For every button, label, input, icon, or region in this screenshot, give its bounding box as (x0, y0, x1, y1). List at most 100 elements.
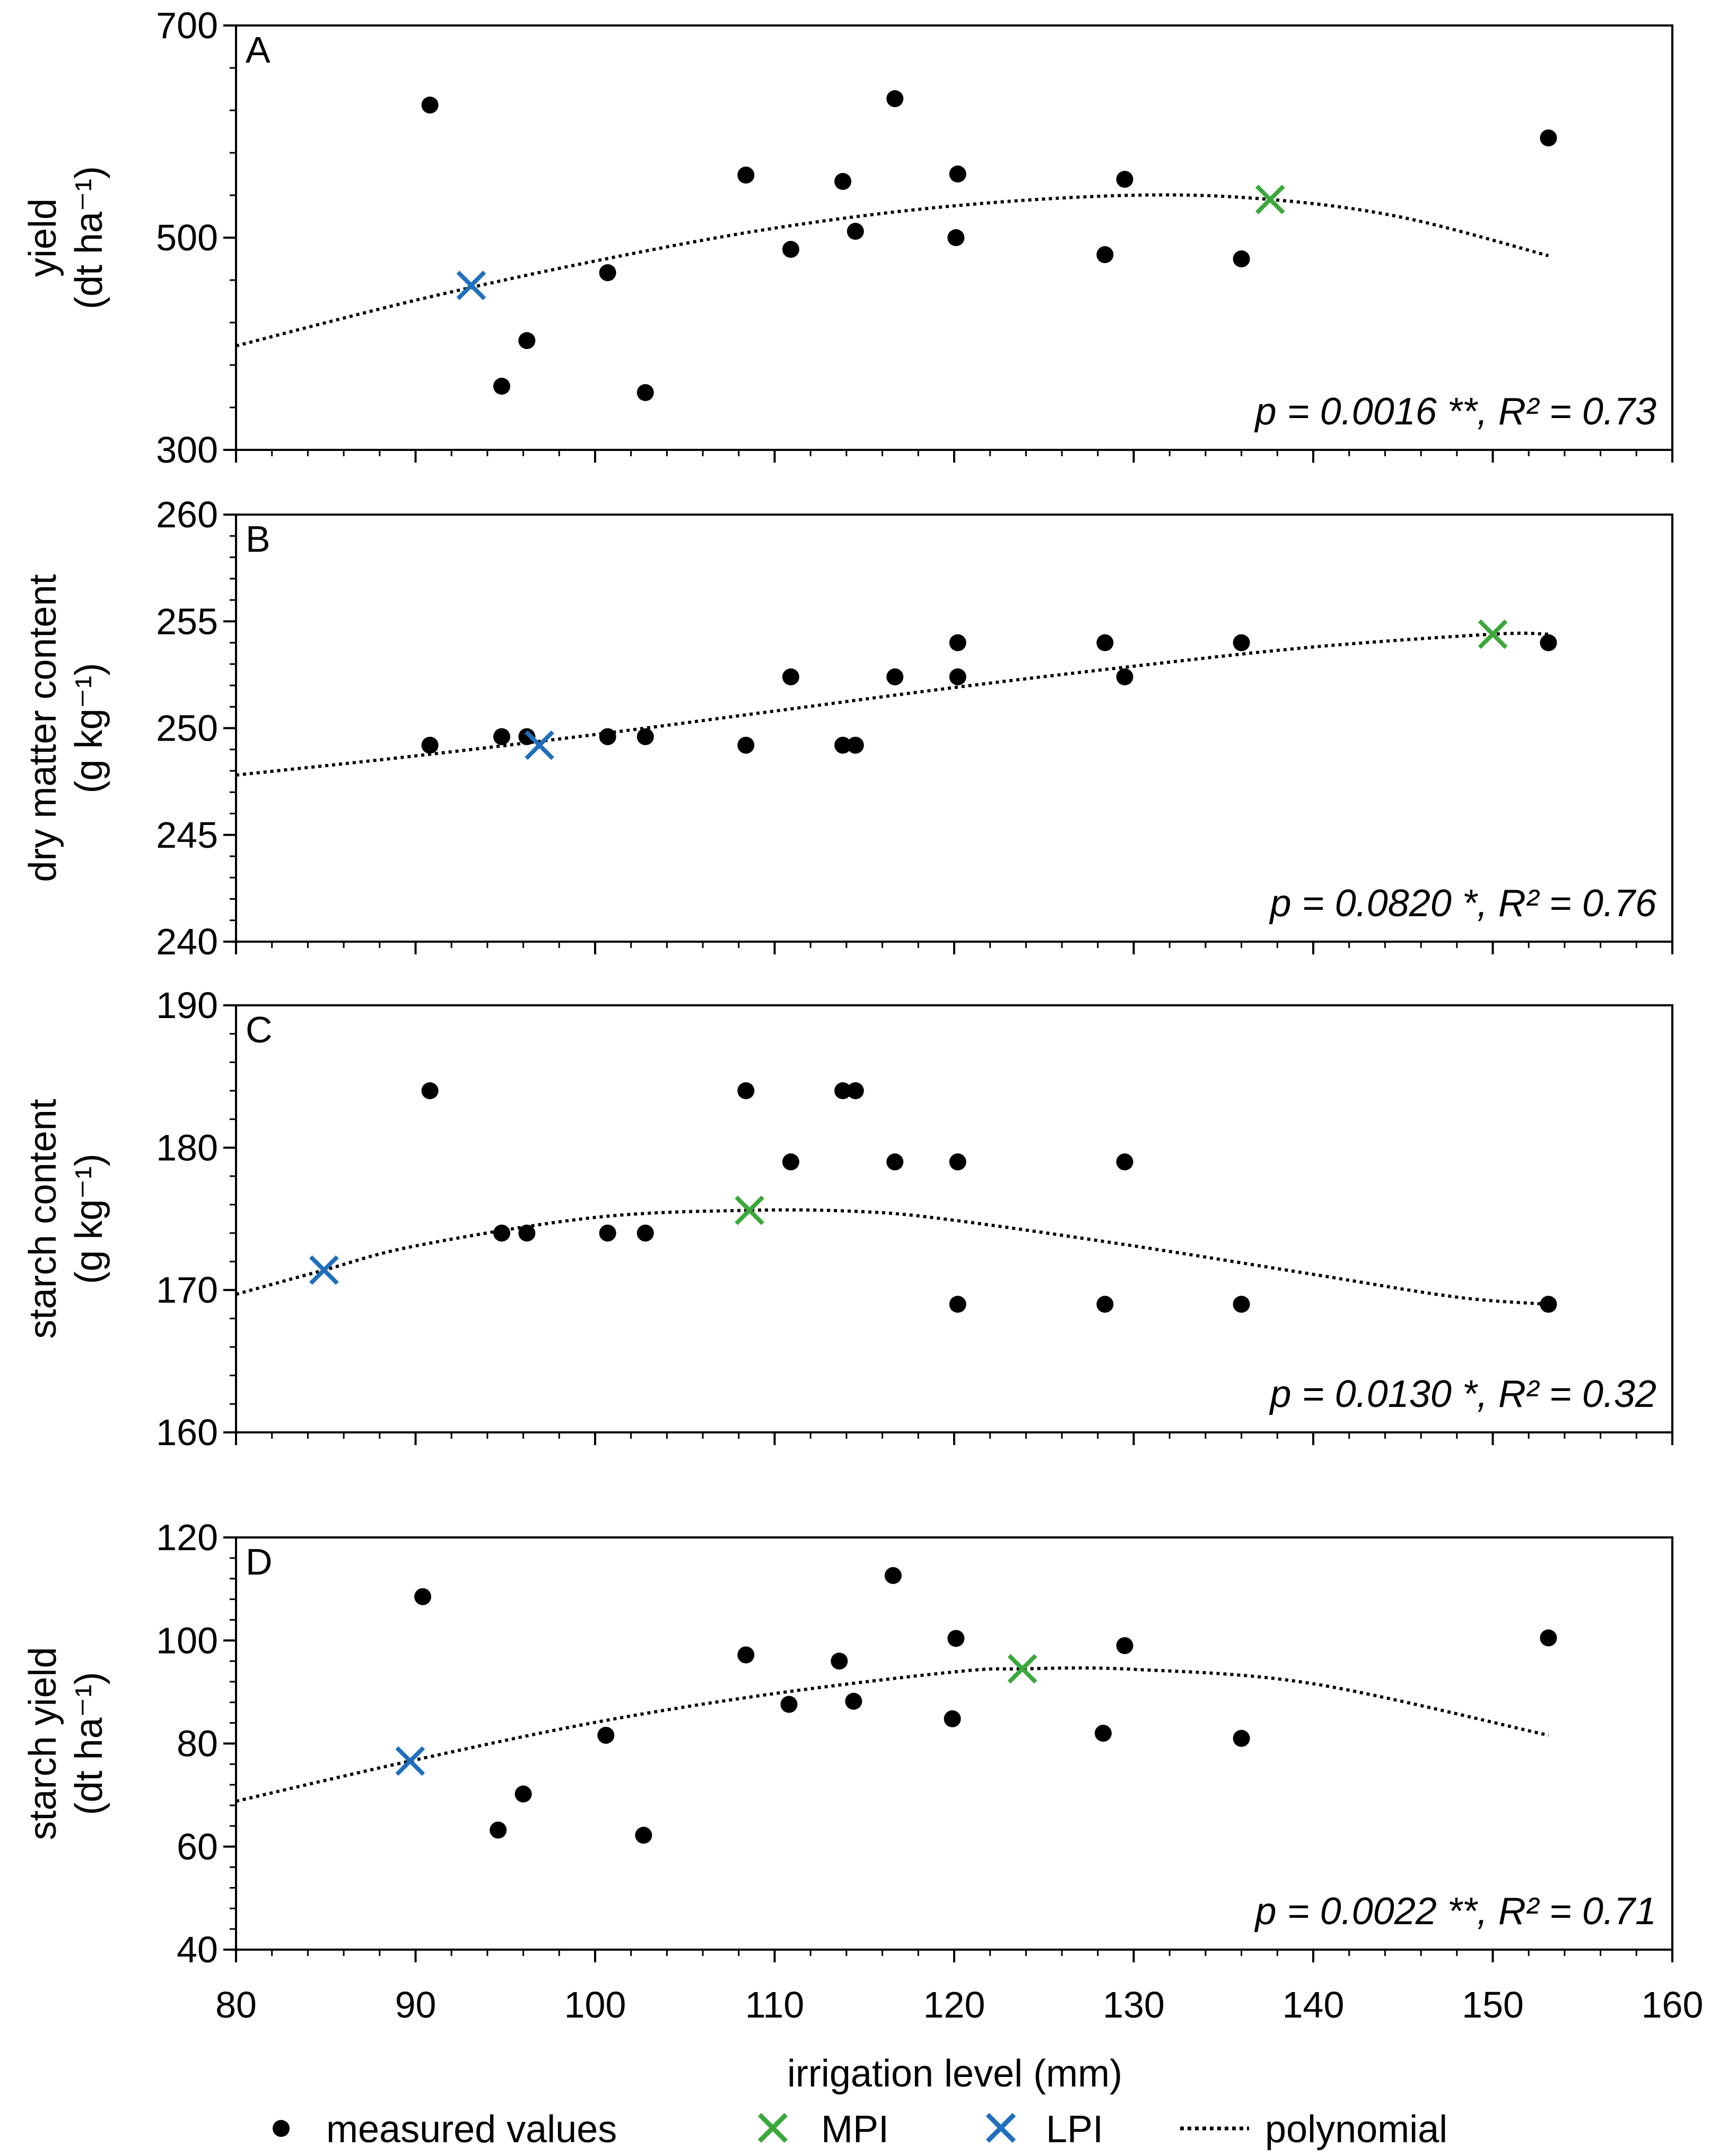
x-tick-label: 90 (395, 1984, 437, 2025)
measured-point-c (886, 1153, 904, 1171)
measured-point-c (493, 1224, 510, 1242)
y-tick-label-a: 500 (156, 217, 218, 258)
y-axis-unit-d: (dt ha⁻¹) (68, 1672, 110, 1815)
polynomial-curve-c (235, 1208, 1549, 1306)
y-tick-label-d: 60 (177, 1826, 218, 1867)
measured-point-c (1096, 1296, 1114, 1313)
measured-point-c (421, 1082, 439, 1099)
x-tick-label: 140 (1282, 1984, 1345, 2025)
panel-letter-d: D (246, 1541, 273, 1583)
lpi-marker-d-stroke-b (395, 1746, 425, 1776)
measured-point-c (834, 1082, 852, 1099)
measured-point-b (886, 668, 904, 685)
measured-point-b (782, 668, 799, 685)
measured-point-d (490, 1821, 507, 1839)
x-tick-label: 160 (1642, 1984, 1704, 2025)
lpi-marker-a (456, 271, 486, 300)
measured-point-d (944, 1710, 961, 1727)
measured-point-a (737, 167, 755, 184)
y-axis-title-a: yield (22, 198, 64, 277)
measured-point-b (847, 736, 864, 754)
y-tick-label-b: 240 (156, 921, 218, 962)
measured-point-b (1096, 634, 1114, 651)
measured-point-b (949, 634, 966, 651)
stats-label-a: p = 0.0016 **, R² = 0.73 (1254, 390, 1656, 433)
mpi-marker-d-stroke-b (1007, 1654, 1037, 1684)
measured-point-d (597, 1726, 615, 1744)
mpi-marker-a-stroke-b (1255, 185, 1285, 214)
measured-point-c (599, 1224, 616, 1242)
measured-point-a (1540, 129, 1557, 146)
panel-letter-b: B (246, 518, 270, 560)
y-tick-label-c: 160 (156, 1412, 218, 1453)
measured-point-b (1116, 668, 1133, 685)
y-tick-label-a: 300 (156, 429, 218, 471)
stats-label-d: p = 0.0022 **, R² = 0.71 (1254, 1890, 1656, 1933)
measured-point-a (518, 332, 536, 349)
measured-point-d (514, 1785, 532, 1803)
measured-point-b (1540, 634, 1557, 651)
measured-point-b (421, 736, 439, 754)
measured-point-c (518, 1224, 536, 1242)
measured-point-c (1233, 1296, 1250, 1313)
panel-letter-c: C (246, 1009, 273, 1050)
lpi-marker-b (525, 730, 554, 760)
stats-label-c: p = 0.0130 *, R² = 0.32 (1269, 1373, 1656, 1415)
lpi-marker-a-stroke-b (456, 271, 486, 300)
measured-point-c (1540, 1296, 1557, 1313)
panel-letter-a: A (246, 29, 270, 71)
measured-point-a (834, 173, 852, 190)
measured-point-b (949, 668, 966, 685)
measured-point-c (949, 1296, 966, 1313)
measured-point-d (1233, 1729, 1250, 1747)
y-tick-label-b: 250 (156, 708, 218, 749)
mpi-marker-c-stroke-b (735, 1195, 764, 1225)
polynomial-curve-a (235, 193, 1549, 347)
y-tick-label-b: 260 (156, 494, 218, 535)
measured-point-a (1233, 250, 1250, 267)
legend-lpi-label: LPI (1046, 2108, 1103, 2151)
measured-point-b (834, 736, 852, 754)
y-axis-unit-a: (dt ha⁻¹) (68, 166, 110, 309)
y-tick-label-c: 190 (156, 985, 218, 1026)
measured-point-b (636, 728, 654, 745)
y-axis-title-b: dry matter content (22, 574, 64, 882)
measured-point-b (493, 728, 510, 745)
legend-measured-marker (273, 2120, 290, 2137)
measured-point-d (1540, 1629, 1557, 1647)
y-tick-label-b: 245 (156, 814, 218, 856)
mpi-marker-b (1478, 619, 1508, 649)
y-axis-unit-b: (g kg⁻¹) (68, 663, 110, 793)
measured-point-d (947, 1630, 965, 1647)
measured-point-a (782, 241, 799, 258)
mpi-marker-d (1007, 1654, 1037, 1684)
lpi-marker-c-stroke-b (309, 1255, 339, 1285)
stats-label-b: p = 0.0820 *, R² = 0.76 (1269, 882, 1656, 925)
measured-point-a (847, 223, 864, 240)
measured-point-d (414, 1588, 432, 1605)
panel-c: 160 170 180 190 starch content (g kg⁻¹) Cp = 0… (22, 985, 1673, 1453)
y-tick-label-d: 80 (177, 1723, 218, 1764)
y-tick-label-d: 100 (156, 1620, 218, 1661)
measured-point-c (636, 1224, 654, 1242)
panel-b: 240 245 250 255 260 dry matter content (g kg⁻¹… (22, 494, 1673, 962)
measured-point-a (1096, 246, 1114, 263)
legend-mpi-label: MPI (821, 2108, 889, 2151)
measured-point-a (599, 264, 616, 281)
measured-point-b (1233, 634, 1250, 651)
measured-point-a (947, 229, 965, 246)
measured-point-c (1116, 1153, 1133, 1171)
measured-point-d (1116, 1637, 1133, 1654)
x-tick-label: 110 (745, 1984, 805, 2025)
y-tick-label-a: 700 (156, 5, 218, 46)
legend-mpi-marker (757, 2112, 788, 2143)
measured-point-c (782, 1153, 799, 1171)
measured-point-d (884, 1567, 902, 1584)
measured-point-c (949, 1153, 966, 1171)
measured-point-a (636, 384, 654, 401)
measured-point-d (845, 1692, 862, 1710)
panel-a: 300 500 700 yield (dt ha⁻¹) Ap = 0.0016 **, R… (22, 5, 1673, 471)
y-tick-label-c: 180 (156, 1127, 218, 1168)
